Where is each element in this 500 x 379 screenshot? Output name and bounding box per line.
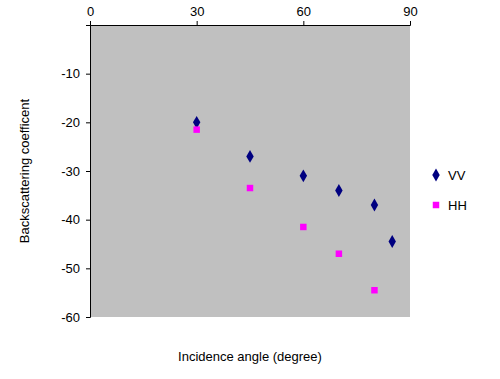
tick: -50 — [61, 261, 90, 276]
tick: -40 — [61, 212, 90, 227]
tick: 90 — [403, 4, 417, 25]
axis-line — [91, 21, 411, 26]
legend-label: HH — [448, 198, 467, 213]
tick-label: -50 — [61, 261, 80, 276]
tick-label: 60 — [297, 4, 311, 19]
point — [193, 126, 199, 132]
tick-mark — [410, 21, 411, 25]
point — [389, 235, 396, 248]
tick-mark — [86, 317, 90, 318]
tick-mark — [86, 74, 90, 75]
tick: -10 — [61, 66, 90, 81]
tick-mark — [86, 171, 90, 172]
tick-mark — [86, 268, 90, 269]
point — [371, 199, 378, 212]
point — [371, 287, 377, 293]
tick-label: 90 — [403, 4, 417, 19]
legend-item: VV — [432, 168, 465, 183]
tick-mark — [86, 220, 90, 221]
plot-area — [90, 25, 410, 317]
point — [336, 250, 342, 256]
series — [193, 126, 377, 293]
x-axis-title: Incidence angle (degree) — [178, 349, 322, 364]
tick-mark — [197, 21, 198, 25]
tick: 30 — [190, 4, 204, 25]
point — [335, 184, 342, 197]
point — [247, 185, 253, 191]
legend-label: VV — [448, 168, 466, 183]
tick-label: -30 — [61, 164, 80, 179]
point — [246, 150, 253, 163]
point — [300, 169, 307, 182]
tick-label: 30 — [190, 4, 204, 19]
tick: -60 — [61, 310, 90, 325]
chart: 0 30 60 90 -60 -50 -40 -30 -20 -10 Incidence angle… — [0, 0, 500, 379]
tick-label: 0 — [87, 4, 94, 19]
axis-line — [86, 26, 91, 318]
y-axis-title: Backscattering coefficent — [17, 98, 32, 243]
tick: -20 — [61, 115, 90, 130]
legend-marker — [433, 202, 439, 208]
point — [300, 224, 306, 230]
tick-label: -10 — [61, 66, 80, 81]
tick-mark — [86, 122, 90, 123]
legend: VV HH — [432, 168, 467, 213]
tick: -30 — [61, 164, 90, 179]
tick: 60 — [297, 4, 311, 25]
x-axis: 0 30 60 90 — [87, 4, 418, 26]
legend-marker — [432, 169, 439, 182]
y-axis: -60 -50 -40 -30 -20 -10 — [61, 26, 90, 325]
legend-item: HH — [433, 198, 467, 213]
tick: 0 — [87, 4, 94, 25]
tick-mark — [303, 21, 304, 25]
tick-label: -40 — [61, 212, 80, 227]
tick-mark — [90, 21, 91, 25]
series — [193, 116, 396, 248]
tick-label: -20 — [61, 115, 80, 130]
marks — [193, 116, 396, 294]
tick-label: -60 — [61, 310, 80, 325]
